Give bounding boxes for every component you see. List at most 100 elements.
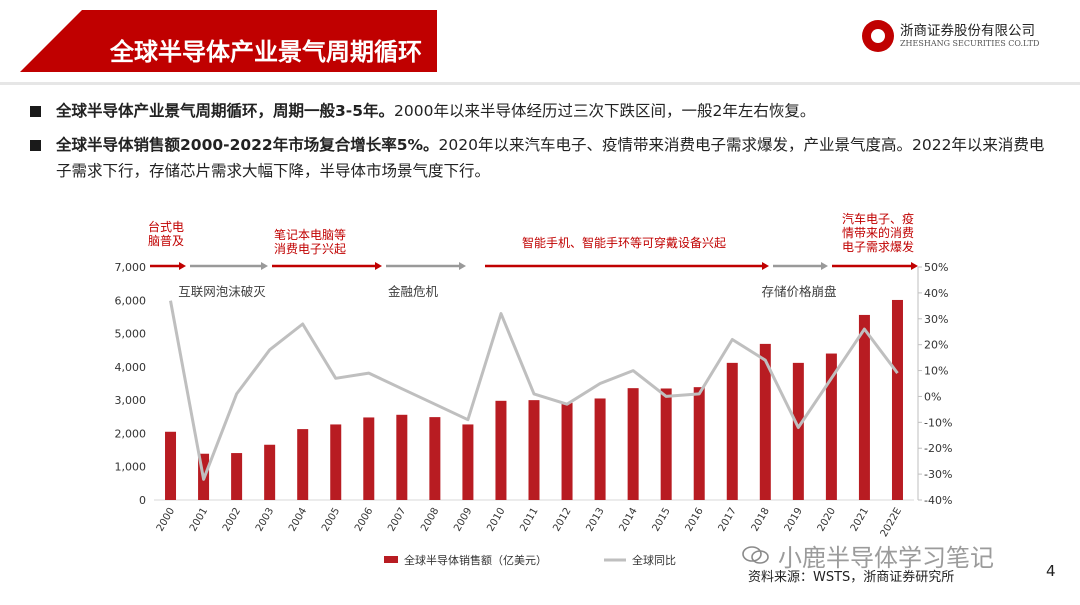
bullet-list: 全球半导体产业景气周期循环，周期一般3-5年。2000年以来半导体经历过三次下跌… <box>28 98 1058 192</box>
bullet-text: 2020年以来汽车电子、疫情带来消费电子需求爆发，产业景气度高。2022年以来消… <box>56 136 1045 180</box>
y-left-tick-label: 5,000 <box>115 328 147 341</box>
transition-arrow-2-head <box>459 262 466 270</box>
company-logo: 浙商证券股份有限公司 ZHESHANG SECURITIES CO.LTD <box>862 16 1062 56</box>
bar-2000 <box>165 431 177 500</box>
bar-2020 <box>825 353 837 500</box>
y-right-tick-label: 30% <box>924 313 948 326</box>
x-tick-label: 2008 <box>419 506 441 534</box>
bullet-square-icon <box>30 106 41 117</box>
y-right-tick-label: -10% <box>924 416 952 429</box>
bar-2004 <box>297 429 309 500</box>
bullet-bold-text: 全球半导体销售额2000-2022年市场复合增长率5%。 <box>56 136 439 154</box>
x-tick-label: 2000 <box>155 506 177 534</box>
title-bar: 全球半导体产业景气周期循环 <box>20 10 437 72</box>
x-tick-label: 2018 <box>750 506 772 534</box>
y-right-tick-label: 20% <box>924 339 948 352</box>
x-tick-label: 2007 <box>386 506 408 534</box>
event-label-memory-crash: 存储价格崩盘 <box>761 284 836 299</box>
y-right-tick-label: -40% <box>924 494 952 507</box>
y-right-tick-label: 10% <box>924 365 948 378</box>
transition-arrow-1-head <box>261 262 268 270</box>
source-note: 资料来源：WSTS，浙商证券研究所 <box>748 570 955 585</box>
bar-2011 <box>528 400 540 500</box>
x-tick-label: 2001 <box>188 506 210 534</box>
phase-label-desktop: 脑普及 <box>148 234 184 248</box>
x-tick-label: 2011 <box>518 506 540 534</box>
y-right-tick-label: -20% <box>924 442 952 455</box>
wechat-watermark-icon <box>742 546 769 564</box>
yoy-growth-line <box>169 300 899 481</box>
transition-arrow-3-head <box>821 262 828 270</box>
y-right-tick-label: 0% <box>924 390 941 403</box>
bar-2015 <box>660 388 672 500</box>
phase-label-smartphone: 智能手机、智能手环等可穿戴设备兴起 <box>522 235 726 250</box>
x-tick-label: 2006 <box>353 506 375 534</box>
logo-en-text: ZHESHANG SECURITIES CO.LTD <box>900 39 1040 48</box>
phase-label-auto: 汽车电子、疫 <box>842 211 914 226</box>
phase-label-desktop: 台式电 <box>148 219 184 234</box>
logo-cn-text: 浙商证券股份有限公司 <box>900 23 1035 39</box>
bar-2009 <box>462 424 474 500</box>
bar-2017 <box>726 362 738 500</box>
y-right-tick-label: 40% <box>924 287 948 300</box>
bar-2010 <box>495 400 507 500</box>
bullet-text: 2000年以来半导体经历过三次下跌区间，一般2年左右恢复。 <box>394 102 816 120</box>
bar-2021 <box>858 314 870 500</box>
logo-icon <box>862 20 894 52</box>
x-tick-label: 2005 <box>320 506 342 534</box>
y-left-tick-label: 1,000 <box>115 461 147 474</box>
x-tick-label: 2013 <box>584 506 606 534</box>
phase-label-auto: 情带来的消费 <box>842 225 914 240</box>
y-left-tick-label: 2,000 <box>115 427 147 440</box>
x-tick-label: 2022E <box>879 506 904 539</box>
bar-2007 <box>396 414 408 500</box>
y-left-tick-label: 6,000 <box>115 294 147 307</box>
phase-arrow-smartphone-head <box>762 262 769 270</box>
x-tick-label: 2015 <box>651 506 673 534</box>
y-right-tick-label: 50% <box>924 261 948 274</box>
bar-2005 <box>330 424 342 500</box>
x-tick-label: 2003 <box>254 506 276 534</box>
phase-arrow-auto-head <box>911 262 918 270</box>
x-tick-label: 2020 <box>816 506 838 534</box>
bar-2018 <box>759 343 771 500</box>
y-left-tick-label: 3,000 <box>115 394 147 407</box>
bar-2002 <box>231 453 243 500</box>
bullet-bold-text: 全球半导体产业景气周期循环，周期一般3-5年。 <box>56 102 395 120</box>
y-left-tick-label: 0 <box>139 494 146 507</box>
phase-label-auto: 电子需求爆发 <box>842 239 914 254</box>
legend-bar-label: 全球半导体销售额（亿美元） <box>404 553 547 567</box>
bullet-item: 全球半导体产业景气周期循环，周期一般3-5年。2000年以来半导体经历过三次下跌… <box>28 98 1058 124</box>
phase-arrow-laptop-head <box>375 262 382 270</box>
event-label-financial-crisis: 金融危机 <box>388 284 439 299</box>
bar-2012 <box>561 402 573 500</box>
bar-2014 <box>627 388 639 500</box>
header-divider <box>0 82 1080 85</box>
phase-label-laptop: 笔记本电脑等 <box>274 227 346 242</box>
y-left-tick-label: 7,000 <box>115 261 147 274</box>
x-tick-label: 2004 <box>287 506 309 534</box>
bar-2013 <box>594 398 606 500</box>
x-tick-label: 2010 <box>485 506 507 534</box>
x-tick-label: 2019 <box>783 506 805 534</box>
page-title: 全球半导体产业景气周期循环 <box>110 38 422 66</box>
bar-2006 <box>363 417 375 500</box>
phase-label-laptop: 消费电子兴起 <box>274 242 346 256</box>
bullet-square-icon <box>30 140 41 151</box>
legend-bar-swatch <box>384 556 398 563</box>
x-tick-label: 2014 <box>617 506 639 534</box>
y-left-tick-label: 4,000 <box>115 361 147 374</box>
bullet-item: 全球半导体销售额2000-2022年市场复合增长率5%。2020年以来汽车电子、… <box>28 132 1058 184</box>
x-tick-label: 2016 <box>684 506 706 534</box>
y-right-tick-label: -30% <box>924 468 952 481</box>
bar-2022E <box>891 299 903 500</box>
phase-arrow-desktop-head <box>179 262 186 270</box>
x-tick-label: 2012 <box>551 506 573 534</box>
x-tick-label: 2017 <box>717 506 739 534</box>
x-tick-label: 2002 <box>221 506 243 534</box>
watermark-text: 小鹿半导体学习笔记 <box>778 544 994 572</box>
bar-2008 <box>429 417 441 500</box>
bar-2019 <box>792 362 804 500</box>
legend-line-label: 全球同比 <box>632 553 676 567</box>
